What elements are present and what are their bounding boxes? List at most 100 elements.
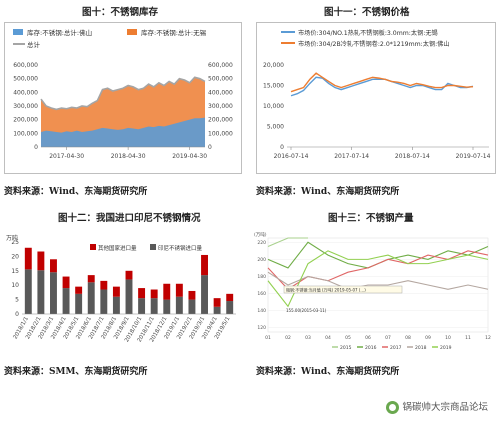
price-chart-title: 图十一：不锈钢价格 xyxy=(324,7,410,18)
y-tick-label: 120 xyxy=(257,325,266,331)
x-tick-label: 05 xyxy=(345,335,351,341)
bar-indonesia xyxy=(213,306,221,314)
bar-indonesia xyxy=(62,288,70,314)
annotation-text: 155.00(2015-03-11) xyxy=(286,308,327,313)
bar-other xyxy=(163,283,171,300)
y-unit-label: (万吨) xyxy=(254,231,267,238)
bar-indonesia xyxy=(112,296,120,314)
x-tick-label: 11 xyxy=(465,335,471,341)
bar-indonesia xyxy=(175,296,183,314)
y-tick-label: 220 xyxy=(257,240,266,246)
bar-other xyxy=(87,275,95,283)
x-tick-label: 03 xyxy=(305,335,311,341)
inventory-source: 资料来源：Wind、东海期货研究所 xyxy=(4,187,148,197)
x-tick-label: 2019-07-14 xyxy=(456,153,491,160)
y-tick-label-right: 600,000 xyxy=(208,62,233,69)
foshan-area xyxy=(41,117,205,147)
y-tick-label-right: 500,000 xyxy=(208,76,233,83)
legend-label: 市场价:304/NO.1热轧不锈钢板:3.0mm:太钢:无锡 xyxy=(298,29,438,37)
x-tick-label: 2018-07-14 xyxy=(395,153,430,160)
bar-indonesia xyxy=(226,301,234,314)
y-tick-label-left: 100,000 xyxy=(13,130,38,137)
legend-swatch xyxy=(127,29,137,35)
y-tick-label: 25 xyxy=(11,239,19,246)
legend-label: 印尼不锈钢进口量 xyxy=(158,244,203,252)
y-tick-label-right: 400,000 xyxy=(208,89,233,96)
x-tick-label: 09 xyxy=(425,335,431,341)
y-tick-label: 180 xyxy=(257,274,266,280)
x-tick-label: 2018-04-30 xyxy=(111,153,146,160)
y-tick-label-left: 500,000 xyxy=(13,76,38,83)
watermark: 锅碳帅大宗商品论坛 xyxy=(386,399,488,414)
legend-label: 2016 xyxy=(365,345,377,351)
x-tick-label: 2016-07-14 xyxy=(274,153,309,160)
inventory-chart-title: 图十：不锈钢库存 xyxy=(82,7,159,18)
x-tick-label: 04 xyxy=(325,335,331,341)
total-line xyxy=(40,76,206,111)
output-series-line xyxy=(267,237,308,248)
bar-indonesia xyxy=(150,298,158,314)
y-tick-label: 140 xyxy=(257,308,266,314)
imports-chart-title: 图十二：我国进口印尼不锈钢情况 xyxy=(58,213,201,224)
bar-other xyxy=(213,298,221,307)
legend-label: 总计 xyxy=(27,40,41,49)
output-series-line xyxy=(267,250,489,290)
legend-swatch xyxy=(13,29,23,35)
output-chart-title: 图十三：不锈钢产量 xyxy=(328,213,414,224)
y-tick-label: 10 xyxy=(11,282,19,289)
bar-other xyxy=(50,259,57,273)
bar-indonesia xyxy=(201,275,208,314)
bar-other xyxy=(226,293,234,302)
x-tick-label: 01 xyxy=(265,335,271,341)
x-tick-label: 2017-04-30 xyxy=(49,153,84,160)
y-tick-label-right: 300,000 xyxy=(208,103,233,110)
bar-other xyxy=(175,283,183,297)
x-tick-label: 2017-07-14 xyxy=(334,153,369,160)
y-tick-label: 20 xyxy=(11,253,19,260)
bar-indonesia xyxy=(75,293,83,314)
y-tick-label-right: 200,000 xyxy=(208,117,233,124)
y-tick-label: 15,000 xyxy=(263,83,284,90)
bar-other xyxy=(201,254,208,276)
y-tick-label-right: 0 xyxy=(208,144,212,151)
y-tick-label: 200 xyxy=(257,257,266,263)
bar-other xyxy=(188,290,196,300)
x-tick-label: 08 xyxy=(405,335,411,341)
bar-other xyxy=(24,247,32,270)
inventory-chart: 库存:不锈钢:总计:佛山 库存:不锈钢:总计:无锡 总计 0 0 100,000 100,0… xyxy=(4,22,242,174)
y-tick-label-left: 200,000 xyxy=(13,117,38,124)
y-tick-label: 15 xyxy=(11,268,19,275)
bar-indonesia xyxy=(163,299,171,314)
legend-label: 库存:不锈钢:总计:佛山 xyxy=(27,28,92,37)
legend-label: 其他国家进口量 xyxy=(98,244,137,252)
bar-indonesia xyxy=(50,272,57,314)
bar-other xyxy=(37,251,45,271)
legend-swatch xyxy=(150,244,156,250)
annotation-box xyxy=(283,285,403,294)
y-tick-label: 5 xyxy=(15,297,19,304)
bar-indonesia xyxy=(125,279,133,314)
y-unit-label: 万吨 xyxy=(6,234,18,242)
y-tick-label: 160 xyxy=(257,291,266,297)
bar-indonesia xyxy=(24,269,32,314)
bar-indonesia xyxy=(87,282,95,314)
price-source: 资料来源：Wind、东海期货研究所 xyxy=(256,187,400,197)
x-tick-label: 02 xyxy=(285,335,291,341)
bar-indonesia xyxy=(188,299,196,314)
legend-label: 2018 xyxy=(415,345,427,351)
wechat-icon xyxy=(386,401,400,414)
legend-label: 2019 xyxy=(440,345,452,351)
x-tick-label: 2019-04-30 xyxy=(172,153,207,160)
bar-other xyxy=(125,270,133,280)
bar-other xyxy=(112,286,120,297)
output-series-line xyxy=(267,271,489,290)
watermark-text: 锅碳帅大宗商品论坛 xyxy=(402,402,488,413)
y-tick-label-left: 600,000 xyxy=(13,62,38,69)
y-tick-label: 5,000 xyxy=(267,124,284,131)
x-tick-label: 07 xyxy=(385,335,391,341)
legend-label: 2017 xyxy=(390,345,402,351)
bar-indonesia xyxy=(100,289,108,314)
legend-label: 库存:不锈钢:总计:无锡 xyxy=(141,28,207,37)
bar-other xyxy=(150,289,158,299)
imports-chart: 万吨 0 5 10 15 20 25 其他国家进口量 印尼不锈钢进口量 2018/1/1 2018/… xyxy=(4,228,242,356)
